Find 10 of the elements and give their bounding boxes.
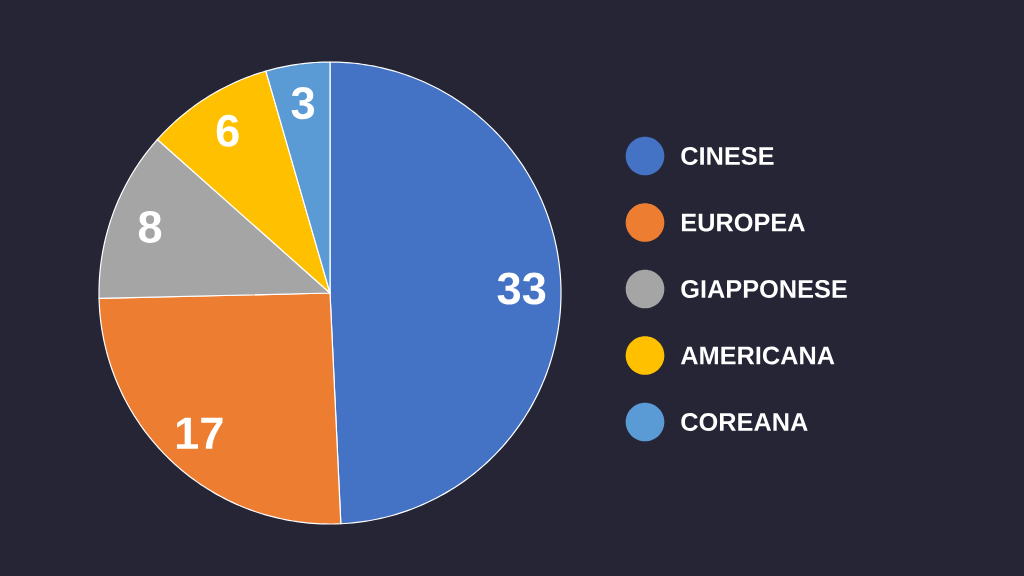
- data-label: 8: [138, 210, 162, 243]
- legend-label: COREANA: [681, 413, 808, 431]
- legend-label: EUROPEA: [681, 213, 805, 232]
- legend-label: CINESE: [681, 147, 774, 165]
- legend-label: GIAPPONESE: [681, 280, 847, 298]
- data-label: 33: [497, 272, 546, 305]
- legend-label: AMERICANA: [680, 346, 835, 365]
- data-label: 17: [176, 417, 223, 449]
- data-label: 6: [216, 114, 239, 147]
- data-label: 3: [291, 87, 315, 120]
